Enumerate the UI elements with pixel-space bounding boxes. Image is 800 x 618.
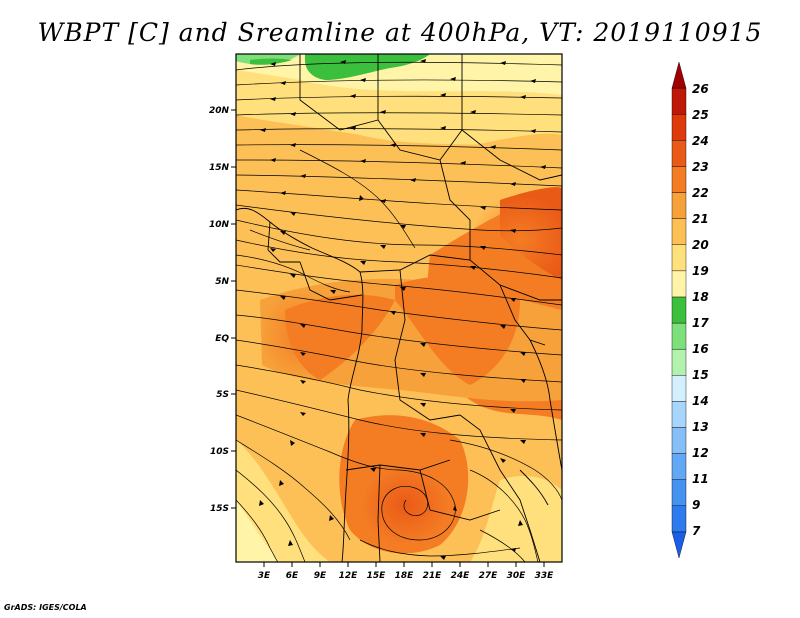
- colorbar-segment: [671, 192, 687, 219]
- lon-label: 18E: [395, 571, 415, 581]
- lat-label: 5S: [216, 390, 229, 400]
- colorbar-label: 20: [692, 238, 709, 252]
- wbpt-field: [236, 54, 562, 562]
- colorbar-label: 12: [692, 446, 709, 460]
- colorbar-label: 13: [692, 420, 709, 434]
- colorbar-segment: [671, 479, 687, 506]
- credit-text: GrADS: IGES/COLA: [4, 603, 87, 612]
- colorbar-label: 18: [692, 290, 709, 304]
- colorbar-segments: [671, 61, 687, 559]
- colorbar-label: 7: [692, 524, 701, 538]
- colorbar-segment: [671, 87, 687, 115]
- colorbar-label: 19: [692, 264, 709, 278]
- lon-label: 33E: [535, 571, 555, 581]
- lon-label: 27E: [479, 571, 499, 581]
- colorbar-segment: [671, 322, 687, 350]
- colorbar-segment: [671, 348, 687, 376]
- cool-patch-n: [305, 54, 430, 80]
- colorbar-label: 21: [692, 212, 709, 226]
- streamline-arrows: [259, 59, 546, 560]
- lon-label: 3E: [258, 571, 271, 581]
- lon-labels: 3E 6E 9E 12E 15E 18E 21E 24E 27E 30E 33E: [258, 571, 554, 581]
- colorbar-label: 17: [692, 316, 709, 330]
- colorbar-segment: [671, 453, 687, 480]
- map-frame: [235, 53, 563, 563]
- colorbar-label: 9: [692, 498, 700, 512]
- lon-ticks: [263, 562, 545, 567]
- colorbar-segment: [671, 296, 687, 324]
- lon-label: 24E: [451, 571, 471, 581]
- colorbar-segment: [671, 427, 687, 454]
- colorbar-label: 15: [692, 368, 709, 382]
- lon-label: 15E: [367, 571, 387, 581]
- colorbar-label: 22: [692, 186, 709, 200]
- lon-label: 21E: [423, 571, 443, 581]
- colorbar-segment: [671, 531, 687, 559]
- colorbar-label: 25: [692, 108, 709, 122]
- lon-label: 30E: [507, 571, 527, 581]
- lat-ticks: [231, 109, 236, 509]
- colorbar-segment: [671, 401, 687, 428]
- colorbar-label: 11: [692, 472, 709, 486]
- colorbar-segment: [671, 114, 687, 141]
- colorbar-segment: [671, 505, 687, 533]
- lat-label: 15N: [209, 163, 230, 173]
- colorbar-segment: [671, 166, 687, 193]
- lon-label: 9E: [314, 571, 327, 581]
- colorbar-label: 24: [692, 134, 709, 148]
- lat-label: 10S: [210, 447, 229, 457]
- lat-label: 10N: [209, 220, 230, 230]
- colorbar-label: 23: [692, 160, 709, 174]
- colorbar-segment: [671, 218, 687, 245]
- lat-label: 15S: [210, 504, 229, 514]
- map-title: WBPT [C] and Sreamline at 400hPa, VT: 20…: [37, 18, 763, 47]
- colorbar-label: 14: [692, 394, 709, 408]
- colorbar-segment: [671, 270, 687, 298]
- political-boundaries: [236, 54, 562, 562]
- lat-label: 20N: [209, 106, 230, 116]
- lat-label: 5N: [215, 277, 229, 287]
- colorbar-labels: 7 9 11 12 13 14 15 16 17 18 19 20 21 22 …: [692, 82, 709, 538]
- colorbar-segment: [671, 244, 687, 272]
- colorbar-label: 16: [692, 342, 709, 356]
- colorbar-segment: [671, 61, 687, 89]
- lon-label: 6E: [286, 571, 299, 581]
- colorbar-segment: [671, 375, 687, 402]
- colorbar: 7 9 11 12 13 14 15 16 17 18 19 20 21 22 …: [671, 61, 709, 559]
- colorbar-segment: [671, 140, 687, 167]
- lat-labels: 20N 15N 10N 5N EQ 5S 10S 15S: [209, 106, 230, 514]
- colorbar-label: 26: [692, 82, 709, 96]
- lon-label: 12E: [339, 571, 359, 581]
- lat-label: EQ: [215, 334, 229, 344]
